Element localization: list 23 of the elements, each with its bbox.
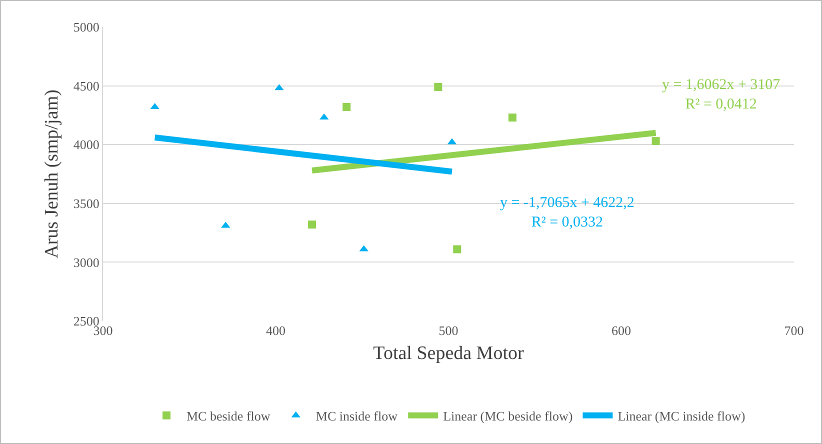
legend-label: Linear (MC inside flow) <box>618 408 746 424</box>
point <box>308 220 316 229</box>
annotation: y = 1,6062x + 3107 R² = 0,0412 <box>662 77 781 112</box>
annotation: y = -1,7065x + 4622,2 R² = 0,0332 <box>500 195 634 230</box>
x-tick-label: 400 <box>266 323 286 338</box>
y-tick-label: 4000 <box>73 137 100 152</box>
point <box>342 102 351 111</box>
point <box>453 245 462 254</box>
x-tick-label: 700 <box>784 323 804 338</box>
legend-label: MC beside flow <box>186 408 271 424</box>
x-tick-label: 600 <box>612 323 631 338</box>
point <box>652 137 660 146</box>
y-tick-label: 3500 <box>73 196 100 211</box>
y-axis-title: Arus Jenuh (smp/jam) <box>41 90 62 258</box>
legend-label: Linear (MC beside flow) <box>443 408 573 424</box>
x-tick-label: 500 <box>438 323 458 338</box>
x-axis-title: Total Sepeda Motor <box>373 342 524 364</box>
point <box>434 82 442 91</box>
y-tick-label: 4500 <box>73 78 100 94</box>
point <box>508 114 516 122</box>
y-tick-label: 5000 <box>73 20 100 35</box>
y-tick-label: 3000 <box>73 254 100 270</box>
legend-label: MC inside flow <box>316 408 398 424</box>
